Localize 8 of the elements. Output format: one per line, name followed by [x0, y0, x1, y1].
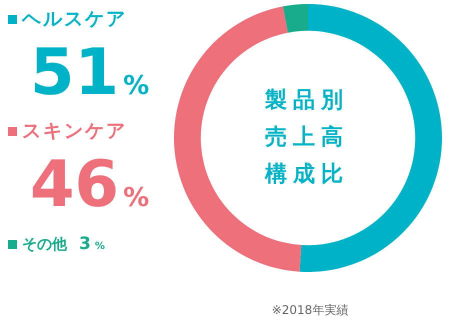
text: 製品別売上高構成比: [264, 87, 350, 189]
data-label: 3%: [79, 234, 105, 254]
data-label: 51%: [30, 36, 150, 110]
legend-label: スキンケア: [21, 119, 128, 144]
text: ※2018年実績: [270, 302, 350, 319]
legend-label: ヘルスケア: [20, 7, 128, 32]
data-label: 46%: [30, 148, 150, 222]
legend-label: その他: [22, 235, 67, 253]
